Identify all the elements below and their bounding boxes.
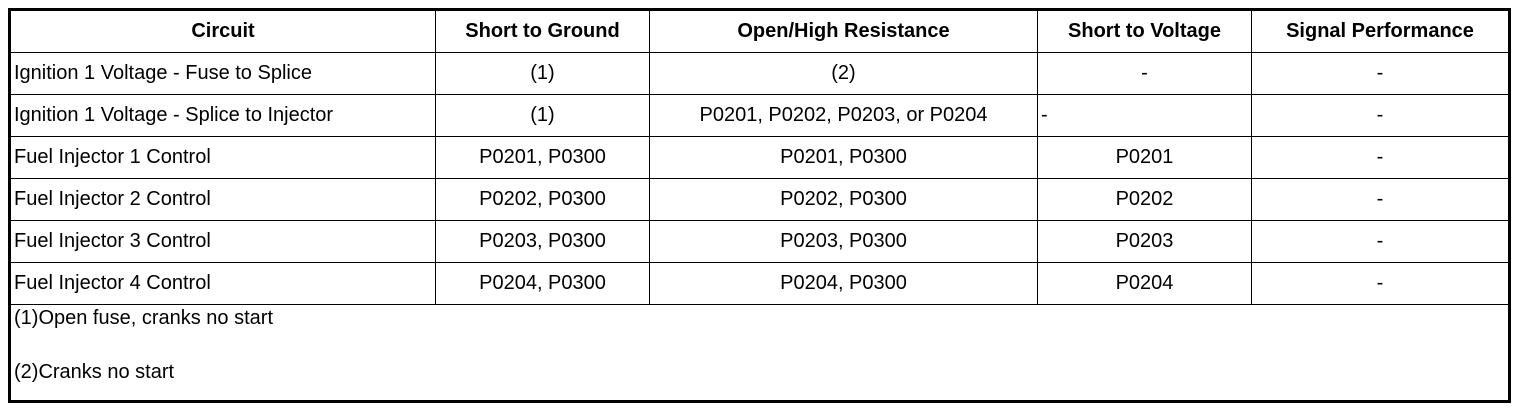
- cell-signal-performance: -: [1251, 136, 1510, 179]
- notes-row: (1)Open fuse, cranks no start (2)Cranks …: [9, 304, 1510, 402]
- cell-short-to-ground: P0203, P0300: [435, 220, 650, 263]
- table-row: Fuel Injector 3 Control P0203, P0300 P0203…: [9, 220, 1510, 263]
- circuit-dtc-table: Circuit Short to Ground Open/High Resist…: [8, 8, 1511, 403]
- cell-open-high-resistance: P0201, P0300: [649, 136, 1038, 179]
- cell-open-high-resistance: P0203, P0300: [649, 220, 1038, 263]
- table-row: Ignition 1 Voltage - Splice to Injector(…: [9, 94, 1510, 137]
- cell-circuit: Fuel Injector 3 Control: [9, 220, 436, 263]
- cell-signal-performance: -: [1251, 52, 1510, 95]
- cell-circuit: Ignition 1 Voltage - Splice to Injector: [9, 94, 436, 137]
- cell-open-high-resistance: P0204, P0300: [649, 262, 1038, 305]
- footnote-1: (1)Open fuse, cranks no start: [14, 307, 274, 329]
- header-circuit: Circuit: [9, 9, 436, 53]
- cell-signal-performance: -: [1251, 220, 1510, 263]
- header-open-high-resistance: Open/High Resistance: [649, 9, 1038, 53]
- cell-signal-performance: -: [1251, 178, 1510, 221]
- cell-short-to-voltage: P0203: [1037, 220, 1252, 263]
- cell-open-high-resistance: P0201, P0202, P0203, or P0204: [649, 94, 1038, 137]
- cell-signal-performance: -: [1251, 94, 1510, 137]
- footnote-2: (2)Cranks no start: [14, 361, 175, 383]
- cell-open-high-resistance: (2): [649, 52, 1038, 95]
- table-row: Ignition 1 Voltage - Fuse to Splice (1) (2…: [9, 52, 1510, 95]
- header-row: Circuit Short to Ground Open/High Resist…: [9, 9, 1510, 53]
- table-row: Fuel Injector 2 Control P0202, P0300 P0202…: [9, 178, 1510, 221]
- cell-circuit: Ignition 1 Voltage - Fuse to Splice: [9, 52, 436, 95]
- header-short-to-voltage: Short to Voltage: [1037, 9, 1252, 53]
- cell-short-to-ground: (1): [435, 52, 650, 95]
- cell-short-to-voltage: P0201: [1037, 136, 1252, 179]
- footnotes: (1)Open fuse, cranks no start (2)Cranks …: [9, 304, 1510, 402]
- table-row: Fuel Injector 4 Control P0204, P0300 P0204…: [9, 262, 1510, 305]
- cell-short-to-voltage: -: [1037, 94, 1252, 137]
- cell-short-to-ground: P0201, P0300: [435, 136, 650, 179]
- cell-short-to-voltage: P0202: [1037, 178, 1252, 221]
- header-signal-performance: Signal Performance: [1251, 9, 1510, 53]
- cell-circuit: Fuel Injector 2 Control: [9, 178, 436, 221]
- cell-circuit: Fuel Injector 4 Control: [9, 262, 436, 305]
- cell-open-high-resistance: P0202, P0300: [649, 178, 1038, 221]
- cell-short-to-ground: P0202, P0300: [435, 178, 650, 221]
- cell-signal-performance: -: [1251, 262, 1510, 305]
- cell-short-to-ground: P0204, P0300: [435, 262, 650, 305]
- cell-short-to-ground: (1): [435, 94, 650, 137]
- table-row: Fuel Injector 1 Control P0201, P0300 P0201…: [9, 136, 1510, 179]
- cell-short-to-voltage: P0204: [1037, 262, 1252, 305]
- header-short-to-ground: Short to Ground: [435, 9, 650, 53]
- cell-circuit: Fuel Injector 1 Control: [9, 136, 436, 179]
- cell-short-to-voltage: -: [1037, 52, 1252, 95]
